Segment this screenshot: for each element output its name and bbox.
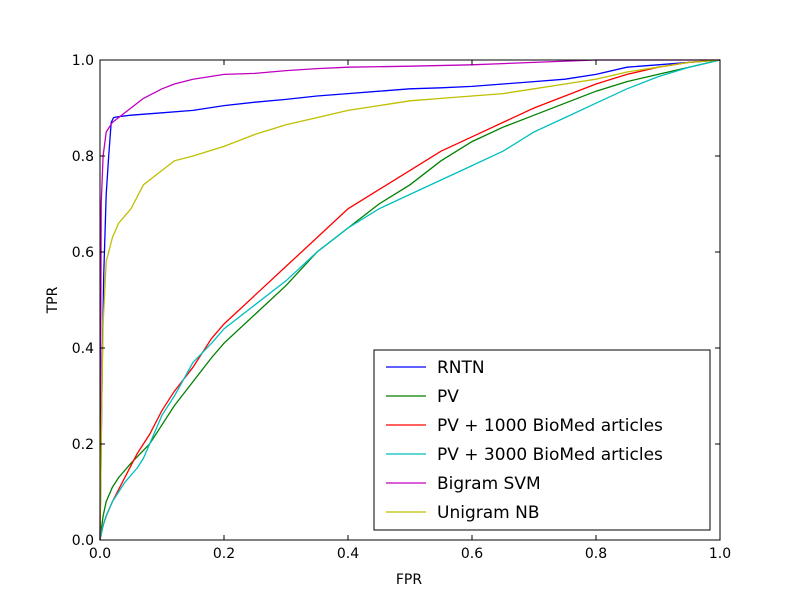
axis-ticks: 0.0 0.2 0.4 0.6 0.8 1.0 0.0 0.2 0.4 0.6 0.8 1.0: [72, 53, 731, 562]
legend-label-4: Bigram SVM: [437, 474, 541, 494]
series-line-3: [99, 59, 721, 541]
x-tick-label: 0.2: [213, 546, 235, 562]
series-line-5: [99, 59, 721, 541]
legend-box: [373, 349, 711, 531]
legend-label-2: PV + 1000 BioMed articles: [437, 416, 663, 436]
legend-label-0: RNTN: [437, 358, 485, 378]
x-tick-label: 1.0: [709, 546, 731, 562]
y-tick-label: 0.6: [72, 245, 94, 261]
x-axis-label: FPR: [396, 572, 422, 588]
plot-frame: [99, 59, 721, 541]
legend-label-5: Unigram NB: [437, 503, 539, 523]
y-tick-label: 0.8: [72, 149, 94, 165]
y-tick-label: 0.2: [72, 437, 94, 453]
y-tick-label: 1.0: [72, 53, 94, 69]
series-line-4: [99, 59, 720, 541]
legend-label-1: PV: [437, 387, 459, 407]
y-tick-label: 0.4: [72, 341, 94, 357]
y-axis-label: TPR: [45, 286, 61, 314]
x-tick-label: 0.8: [585, 546, 607, 562]
x-tick-label: 0.0: [89, 546, 111, 562]
series-line-2: [99, 59, 721, 541]
legend-label-3: PV + 3000 BioMed articles: [437, 445, 663, 465]
legend: RNTN PV PV + 1000 BioMed articles PV + 3000…: [373, 349, 711, 531]
series-line-0: [99, 59, 721, 541]
x-tick-label: 0.4: [337, 546, 359, 562]
x-tick-label: 0.6: [461, 546, 483, 562]
y-tick-label: 0.0: [72, 533, 94, 549]
series-line-1: [99, 59, 721, 541]
series-lines: [99, 59, 721, 541]
